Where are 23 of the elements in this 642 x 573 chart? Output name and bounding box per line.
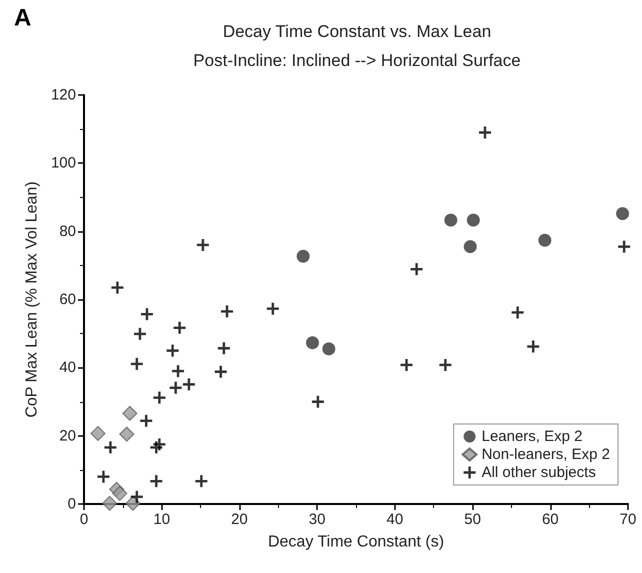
x-tick-label: 50 xyxy=(464,511,481,528)
x-tick-label: 70 xyxy=(620,511,636,528)
x-tick-label: 10 xyxy=(153,511,170,528)
y-tick-label: 60 xyxy=(59,291,76,308)
text: A xyxy=(14,4,32,32)
x-tick-label: 40 xyxy=(386,511,404,528)
legend-label: All other subjects xyxy=(482,464,596,481)
x-axis-title: Decay Time Constant (s) xyxy=(268,534,444,550)
y-tick-label: 80 xyxy=(59,222,76,240)
legend-label: Leaners, Exp 2 xyxy=(482,428,583,445)
y-tick-label: 100 xyxy=(50,154,76,172)
x-tick-label: 0 xyxy=(80,511,88,528)
x-tick-label: 30 xyxy=(308,511,326,528)
y-axis-title: CoP Max Lean (% Max Vol Lean) xyxy=(24,181,41,418)
y-tick-label: 0 xyxy=(68,496,76,512)
chart-subtitle: Post-Incline: Inclined --> Horizontal Surface xyxy=(193,51,521,70)
legend-label: Non-leaners, Exp 2 xyxy=(482,446,610,463)
x-tick-label: 20 xyxy=(231,511,248,528)
y-tick-label: 20 xyxy=(59,427,76,444)
y-tick-label: 40 xyxy=(59,359,76,376)
chart-title: Decay Time Constant vs. Max Lean xyxy=(222,22,492,41)
y-tick-label: 120 xyxy=(50,86,76,104)
x-tick-label: 60 xyxy=(542,511,559,528)
